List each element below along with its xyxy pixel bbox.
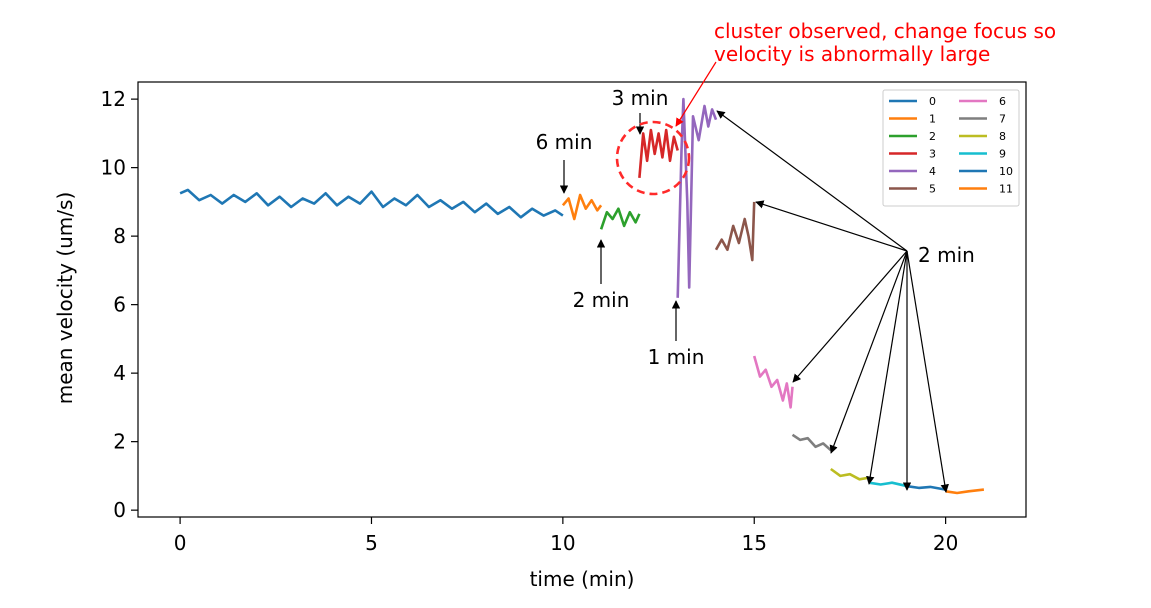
x-tick-label: 0 bbox=[174, 531, 187, 555]
annotation-arrow-2-min-1 bbox=[755, 200, 908, 252]
series-line-4 bbox=[676, 97, 718, 298]
x-axis-label: time (min) bbox=[530, 567, 635, 591]
legend-label-3: 3 bbox=[929, 148, 936, 161]
annotation-3-min: 3 min bbox=[612, 86, 669, 110]
series-line-10 bbox=[907, 484, 946, 491]
series-line-3 bbox=[638, 128, 679, 179]
x-tick-label: 20 bbox=[933, 531, 958, 555]
annotation-6-min: 6 min bbox=[536, 130, 593, 154]
series-line-0 bbox=[179, 188, 564, 219]
legend: 0 1 2 3 4 5 6 7 8 9 10 11 bbox=[882, 89, 1020, 207]
plot-frame bbox=[137, 81, 1027, 518]
cluster-note-line-2: velocity is abnormally large bbox=[714, 42, 990, 66]
series-line-6 bbox=[752, 355, 794, 409]
x-tick-label: 15 bbox=[742, 531, 767, 555]
annotation-arrow-2-min-4 bbox=[866, 250, 908, 485]
x-tick-label: 10 bbox=[550, 531, 575, 555]
x-tick-label: 5 bbox=[365, 531, 378, 555]
legend-label-9: 9 bbox=[999, 148, 1006, 161]
annotation-2-min-a: 2 min bbox=[573, 288, 630, 312]
annotation-2-min-b: 2 min bbox=[918, 243, 975, 267]
y-tick-label: 0 bbox=[113, 498, 126, 522]
y-tick-label: 8 bbox=[113, 224, 126, 248]
legend-label-4: 4 bbox=[929, 165, 936, 178]
annotation-arrow-2-min-2 bbox=[792, 250, 908, 383]
cluster-highlight-circle bbox=[615, 120, 691, 196]
legend-label-6: 6 bbox=[999, 95, 1006, 108]
annotation-arrow-cluster bbox=[675, 61, 717, 127]
annotations: 6 min 2 min 3 min 1 min 2 min cluster observe… bbox=[536, 19, 1056, 493]
annotation-arrow-2-min-6 bbox=[906, 250, 949, 493]
y-axis-label: mean velocity (um/s) bbox=[53, 192, 77, 405]
series-line-11 bbox=[945, 488, 985, 495]
series-line-5 bbox=[714, 201, 756, 262]
legend-label-0: 0 bbox=[929, 95, 936, 108]
legend-label-7: 7 bbox=[999, 113, 1006, 126]
plot-area bbox=[137, 81, 1027, 518]
legend-label-10: 10 bbox=[999, 165, 1013, 178]
y-tick-label: 2 bbox=[113, 430, 126, 454]
y-tick-label: 6 bbox=[113, 293, 126, 317]
y-tick-label: 12 bbox=[101, 87, 126, 111]
series-line-2 bbox=[599, 207, 641, 230]
annotation-arrow-2-min-0 bbox=[716, 110, 908, 252]
legend-label-2: 2 bbox=[929, 130, 936, 143]
legend-label-11: 11 bbox=[999, 183, 1013, 196]
annotation-arrow-2-min-3 bbox=[829, 250, 908, 454]
legend-label-5: 5 bbox=[929, 183, 936, 196]
series-line-7 bbox=[791, 433, 832, 452]
legend-label-1: 1 bbox=[929, 113, 936, 126]
series-line-8 bbox=[830, 467, 870, 481]
y-tick-label: 10 bbox=[101, 156, 126, 180]
cluster-note-line-1: cluster observed, change focus so bbox=[714, 19, 1056, 43]
y-tick-label: 4 bbox=[113, 361, 126, 385]
series-line-1 bbox=[561, 193, 603, 221]
annotation-1-min: 1 min bbox=[648, 345, 705, 369]
series-line-9 bbox=[868, 481, 908, 488]
legend-label-8: 8 bbox=[999, 130, 1006, 143]
